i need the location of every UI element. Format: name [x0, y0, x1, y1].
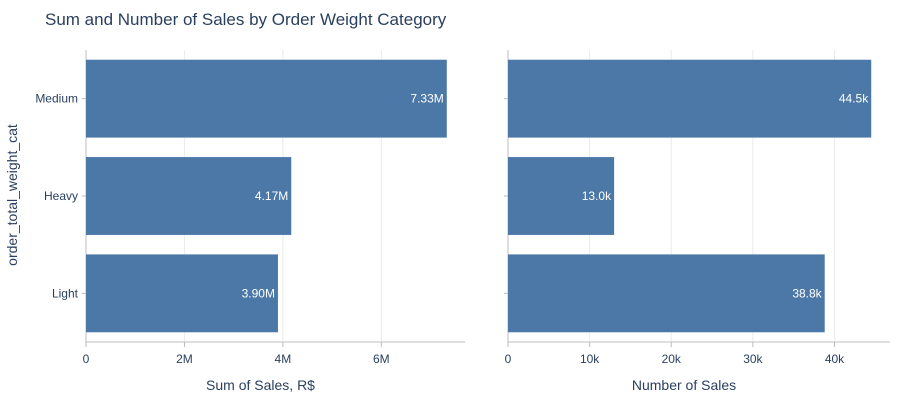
bar-label: 4.17M [255, 189, 288, 203]
bar-label: 7.33M [410, 92, 443, 106]
bar-label: 44.5k [839, 92, 869, 106]
bar-light [508, 254, 825, 333]
y-axis-title: order_total_weight_cat [4, 124, 20, 266]
bar-heavy [508, 157, 615, 235]
x-tick-label: 40k [825, 352, 845, 366]
y-tick-label: Medium [35, 92, 78, 106]
x-axis-title: Number of Sales [632, 377, 736, 393]
x-axis-title: Sum of Sales, R$ [206, 377, 315, 393]
x-tick-label: 0 [505, 352, 512, 366]
x-tick-label: 30k [743, 352, 763, 366]
y-tick-label: Heavy [44, 189, 78, 203]
x-tick-label: 2M [176, 352, 193, 366]
y-tick-label: Light [52, 286, 79, 300]
bar-light [86, 254, 278, 333]
bar-label: 38.8k [792, 286, 822, 300]
x-tick-label: 10k [580, 352, 600, 366]
x-tick-label: 4M [275, 352, 292, 366]
bar-label: 3.90M [242, 286, 275, 300]
x-tick-label: 0 [83, 352, 90, 366]
bar-heavy [86, 157, 292, 235]
x-tick-label: 20k [662, 352, 682, 366]
chart-panels: 7.33M Medium 4.17M Heavy 3.90M Light 0 2M 4M 6M Su… [35, 50, 890, 393]
bar-medium [86, 59, 447, 138]
panel-2: 44.5k 13.0k 38.8k 0 10k 20k 30k 40k Number of Sa… [504, 50, 890, 393]
x-tick-label: 6M [373, 352, 390, 366]
panel-1: 7.33M Medium 4.17M Heavy 3.90M Light 0 2M 4M 6M Su… [35, 50, 465, 393]
bar-label: 13.0k [582, 189, 612, 203]
bar-medium [508, 59, 872, 138]
chart-title: Sum and Number of Sales by Order Weight … [45, 10, 447, 29]
